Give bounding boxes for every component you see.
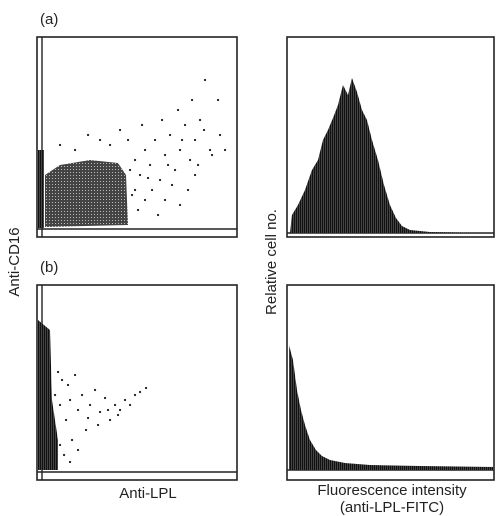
scatter-plot	[36, 284, 238, 481]
scatter-plot	[36, 36, 238, 238]
histogram	[286, 284, 495, 481]
x-axis-label: Anti-LPL	[119, 485, 177, 502]
x-axis-label: (anti-LPL-FITC)	[340, 499, 444, 516]
panel-label: (a)	[40, 11, 58, 28]
y-axis-label: Anti-CD16	[6, 227, 23, 296]
panel-label: (b)	[40, 259, 58, 276]
x-axis-label: Fluorescence intensity	[317, 482, 467, 499]
histogram	[286, 36, 495, 238]
y-axis-label: Relative cell no.	[263, 209, 280, 315]
